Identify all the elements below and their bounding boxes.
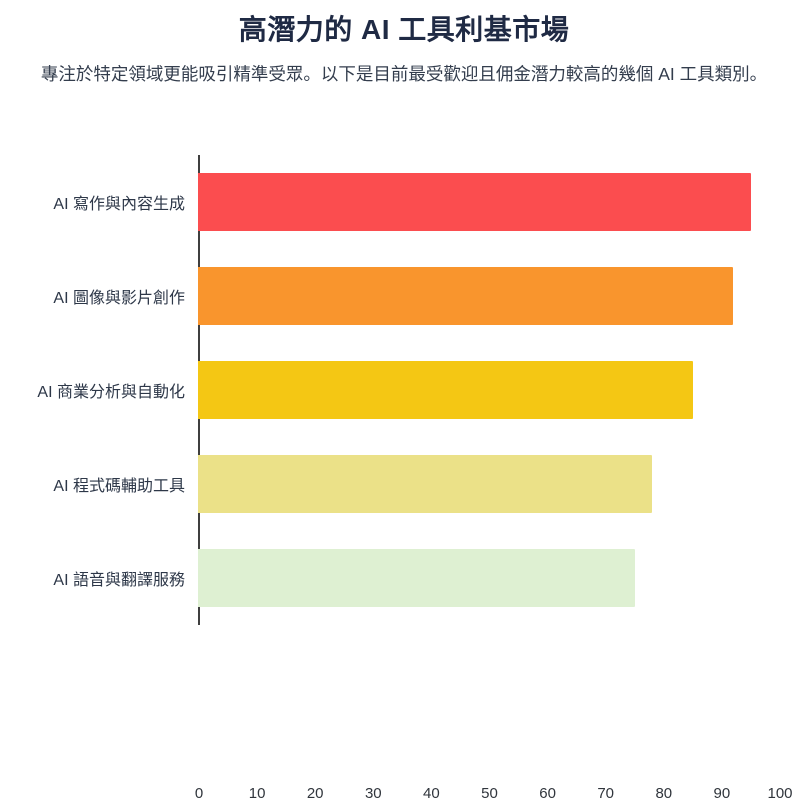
category-label: AI 商業分析與自動化 — [37, 384, 185, 401]
x-tick-label: 70 — [597, 785, 615, 802]
chart-row: AI 程式碼輔助工具 — [0, 437, 780, 531]
x-tick-label: 60 — [539, 785, 556, 802]
x-tick-label: 80 — [655, 785, 673, 802]
category-label: AI 圖像與影片創作 — [53, 290, 185, 307]
category-label: AI 寫作與內容生成 — [53, 196, 185, 213]
category-label: AI 語音與翻譯服務 — [53, 572, 185, 589]
bar-track — [198, 173, 780, 231]
bar — [198, 173, 751, 231]
page-title: 高潛力的 AI 工具利基市場 — [238, 14, 570, 45]
bar-track — [198, 267, 780, 325]
chart-row: AI 商業分析與自動化 — [0, 343, 780, 437]
chart-rows: AI 寫作與內容生成 AI 圖像與影片創作 AI 商業分析與自動化 AI 程式碼輔助工… — [0, 155, 780, 625]
x-tick-label: 20 — [306, 785, 324, 802]
bar — [198, 455, 652, 513]
chart-row: AI 語音與翻譯服務 — [0, 531, 780, 625]
chart-row: AI 寫作與內容生成 — [0, 155, 780, 249]
page-subtitle: 專注於特定領域更能吸引精準受眾。以下是目前最受歡迎且佣金潛力較高的幾個 AI 工… — [40, 64, 768, 84]
x-tick-label: 50 — [481, 785, 498, 802]
category-label: AI 程式碼輔助工具 — [53, 478, 185, 495]
x-tick-label: 0 — [194, 785, 204, 802]
bar — [198, 549, 635, 607]
x-tick-label: 90 — [713, 785, 731, 802]
bar-track — [198, 361, 780, 419]
chart-row: AI 圖像與影片創作 — [0, 249, 780, 343]
x-tick-label: 30 — [364, 785, 382, 802]
x-tick-label: 40 — [423, 785, 440, 802]
bar-track — [198, 549, 780, 607]
bar — [198, 267, 734, 325]
x-axis-ticks: 0 10 20 30 40 50 60 70 80 90 100 — [195, 785, 793, 805]
x-tick-label: 10 — [248, 785, 266, 802]
bar — [198, 361, 693, 419]
bar-chart: AI 寫作與內容生成 AI 圖像與影片創作 AI 商業分析與自動化 AI 程式碼輔助工… — [0, 155, 808, 802]
bar-track — [198, 455, 780, 513]
x-tick-label: 100 — [767, 785, 793, 802]
